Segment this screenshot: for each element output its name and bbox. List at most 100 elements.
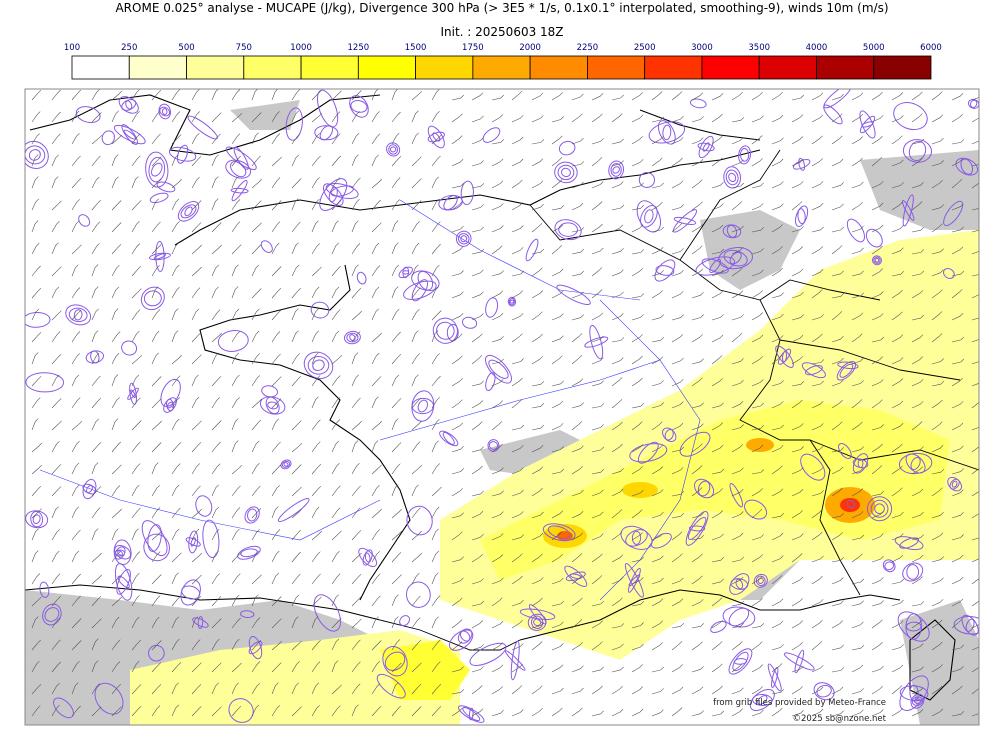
contour: [797, 208, 806, 225]
wind-barb: [691, 268, 704, 277]
wind-barb: [71, 397, 81, 409]
wind-barb: [51, 354, 62, 365]
contour: [738, 145, 752, 165]
wind-barb: [511, 313, 524, 321]
wind-barb: [471, 446, 484, 453]
wind-barb: [611, 597, 623, 607]
contour: [113, 539, 132, 566]
wind-barb: [191, 332, 202, 343]
wind-barb: [271, 200, 282, 211]
wind-barb: [411, 683, 422, 695]
wind-barb: [911, 91, 923, 101]
contour: [460, 180, 474, 206]
wind-barb: [351, 198, 360, 211]
wind-barb: [491, 94, 505, 101]
wind-barb: [411, 132, 419, 145]
wind-barb: [571, 597, 583, 607]
contour: [65, 304, 92, 326]
wind-barb: [151, 265, 160, 277]
wind-barb: [71, 506, 80, 519]
wind-barb: [871, 577, 884, 585]
wind-barb: [111, 616, 120, 629]
wind-barb: [131, 155, 141, 167]
wind-barb: [351, 661, 361, 673]
contour: [823, 89, 852, 109]
wind-barb: [871, 619, 883, 629]
wind-barb: [611, 509, 623, 519]
wind-barb: [651, 402, 664, 409]
wind-barb: [211, 133, 221, 145]
wind-barb: [591, 600, 605, 607]
wind-barb: [251, 89, 259, 101]
wind-barb: [891, 135, 903, 145]
wind-barb: [631, 355, 643, 365]
wind-barb: [231, 573, 241, 585]
wind-barb: [951, 226, 964, 233]
wind-barb: [311, 198, 320, 211]
wind-barb: [671, 401, 684, 409]
wind-barb: [291, 178, 302, 189]
wind-barb: [111, 683, 122, 695]
wind-barb: [791, 246, 804, 255]
wind-barb: [171, 89, 181, 101]
wind-barb: [971, 140, 979, 145]
wind-barb: [351, 154, 359, 167]
wind-barb: [331, 573, 341, 585]
wind-barb: [971, 427, 979, 431]
wind-barb: [611, 113, 623, 123]
contour: [349, 95, 369, 118]
wind-barb: [971, 361, 979, 365]
wind-barb: [931, 137, 944, 145]
wind-barb: [431, 572, 439, 585]
wind-barb: [911, 466, 924, 475]
wind-barb: [891, 357, 904, 365]
wind-barb: [431, 706, 442, 717]
wind-barb: [391, 220, 399, 233]
contour: [143, 533, 170, 562]
wind-barb: [31, 660, 40, 673]
wind-barb: [891, 115, 904, 123]
wind-barb: [171, 134, 182, 145]
wind-barb: [391, 530, 403, 541]
wind-barb: [971, 537, 979, 541]
wind-barb: [551, 489, 564, 497]
colorbar-tick-label: 2500: [634, 43, 656, 53]
wind-barb: [871, 91, 883, 101]
wind-barb: [731, 467, 744, 475]
contour: [82, 478, 97, 500]
wind-barb: [651, 136, 664, 145]
wind-barb: [111, 639, 121, 651]
contour: [68, 307, 88, 323]
wind-barb: [631, 293, 645, 299]
wind-barb: [711, 641, 723, 651]
contour: [508, 298, 515, 306]
wind-barb: [171, 308, 179, 321]
wind-barb: [751, 158, 763, 167]
wind-barb: [731, 91, 743, 101]
wind-barb: [931, 444, 944, 453]
contour: [44, 607, 60, 622]
wind-barb: [591, 533, 604, 541]
contour: [870, 499, 889, 518]
wind-barb: [231, 552, 242, 563]
contour: [192, 617, 209, 628]
wind-barb: [691, 245, 703, 255]
wind-barb: [231, 418, 239, 431]
wind-barb: [531, 158, 544, 167]
wind-barb: [211, 222, 222, 233]
wind-barb: [591, 157, 603, 167]
wind-barb: [791, 533, 804, 541]
wind-barb: [391, 132, 400, 145]
wind-barb: [211, 89, 219, 101]
wind-barb: [411, 110, 419, 123]
wind-barb: [551, 135, 563, 145]
wind-barb: [111, 308, 119, 321]
contour: [777, 348, 792, 365]
wind-barb: [31, 89, 42, 101]
wind-barb: [651, 356, 664, 365]
wind-barb: [431, 550, 440, 563]
wind-barb: [351, 264, 359, 277]
wind-barb: [271, 242, 280, 255]
wind-barb: [851, 534, 865, 541]
wind-barb: [971, 401, 979, 409]
